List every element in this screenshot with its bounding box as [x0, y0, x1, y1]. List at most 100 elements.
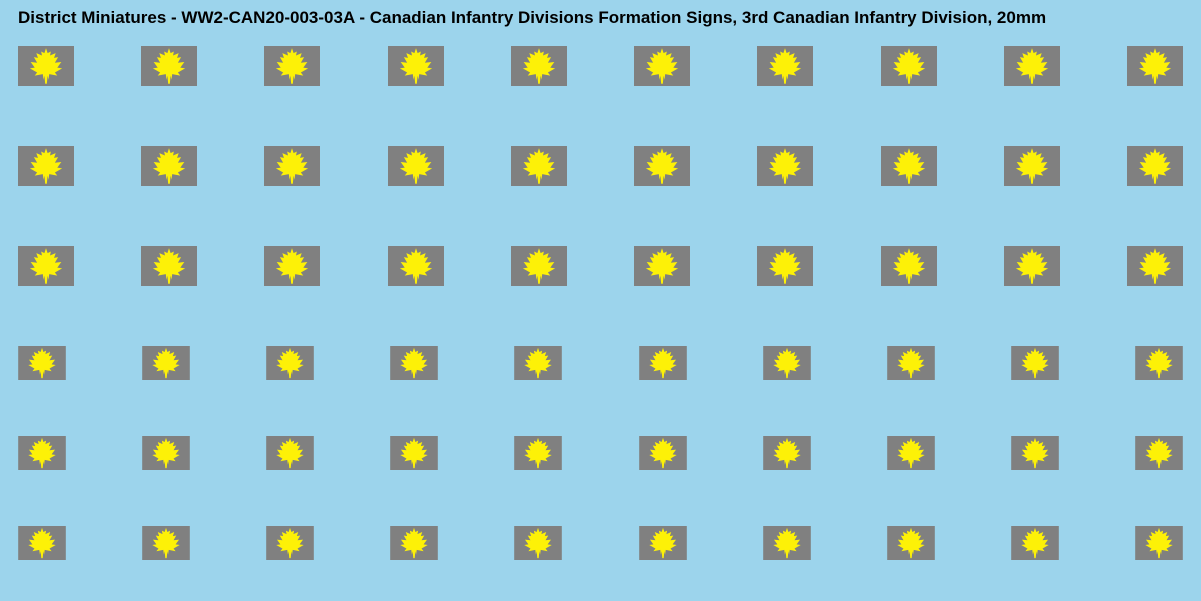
- decal-row: [18, 146, 1183, 186]
- decal-row: [18, 526, 1183, 560]
- formation-sign-patch: [634, 246, 690, 286]
- patch-svg: [264, 246, 320, 286]
- formation-sign-patch: [18, 246, 74, 286]
- patch-svg: [390, 346, 438, 380]
- formation-sign-patch: [757, 146, 813, 186]
- formation-sign-patch: [881, 246, 937, 286]
- patch-svg: [763, 526, 811, 560]
- patch-svg: [388, 246, 444, 286]
- patch-svg: [266, 526, 314, 560]
- patch-svg: [18, 246, 74, 286]
- formation-sign-patch: [1004, 246, 1060, 286]
- patch-svg: [141, 46, 197, 86]
- patch-svg: [1011, 526, 1059, 560]
- formation-sign-patch: [514, 526, 562, 560]
- patch-svg: [634, 146, 690, 186]
- patch-svg: [1135, 526, 1183, 560]
- formation-sign-patch: [1004, 146, 1060, 186]
- formation-sign-patch: [1135, 436, 1183, 470]
- patch-svg: [881, 146, 937, 186]
- patch-svg: [18, 146, 74, 186]
- formation-sign-patch: [390, 526, 438, 560]
- patch-svg: [388, 46, 444, 86]
- formation-sign-patch: [264, 46, 320, 86]
- formation-sign-patch: [514, 436, 562, 470]
- formation-sign-patch: [1127, 46, 1183, 86]
- formation-sign-patch: [514, 346, 562, 380]
- patch-svg: [1135, 436, 1183, 470]
- decal-row: [18, 346, 1183, 380]
- formation-sign-patch: [141, 246, 197, 286]
- patch-svg: [639, 436, 687, 470]
- formation-sign-patch: [1011, 436, 1059, 470]
- patch-svg: [757, 146, 813, 186]
- patch-svg: [514, 436, 562, 470]
- patch-svg: [514, 526, 562, 560]
- patch-svg: [1004, 146, 1060, 186]
- patch-svg: [18, 46, 74, 86]
- patch-svg: [141, 146, 197, 186]
- formation-sign-patch: [763, 436, 811, 470]
- patch-svg: [881, 246, 937, 286]
- patch-svg: [264, 46, 320, 86]
- formation-sign-patch: [881, 46, 937, 86]
- formation-sign-patch: [266, 436, 314, 470]
- formation-sign-patch: [266, 346, 314, 380]
- formation-sign-patch: [639, 436, 687, 470]
- formation-sign-patch: [18, 436, 66, 470]
- patch-svg: [1004, 46, 1060, 86]
- formation-sign-patch: [18, 346, 66, 380]
- patch-svg: [511, 246, 567, 286]
- formation-sign-patch: [639, 346, 687, 380]
- formation-sign-patch: [511, 46, 567, 86]
- formation-sign-patch: [1135, 526, 1183, 560]
- patch-svg: [757, 46, 813, 86]
- formation-sign-patch: [639, 526, 687, 560]
- formation-sign-patch: [634, 146, 690, 186]
- formation-sign-patch: [763, 346, 811, 380]
- patch-svg: [18, 526, 66, 560]
- patch-svg: [1011, 436, 1059, 470]
- formation-sign-patch: [1011, 526, 1059, 560]
- formation-sign-patch: [1127, 146, 1183, 186]
- patch-svg: [887, 526, 935, 560]
- patch-svg: [1127, 246, 1183, 286]
- formation-sign-patch: [757, 46, 813, 86]
- patch-svg: [142, 436, 190, 470]
- patch-svg: [1004, 246, 1060, 286]
- formation-sign-patch: [1011, 346, 1059, 380]
- formation-sign-patch: [757, 246, 813, 286]
- formation-sign-patch: [388, 246, 444, 286]
- patch-svg: [639, 526, 687, 560]
- patch-svg: [634, 246, 690, 286]
- formation-sign-patch: [1127, 246, 1183, 286]
- patch-svg: [142, 526, 190, 560]
- patch-svg: [1011, 346, 1059, 380]
- patch-svg: [887, 436, 935, 470]
- patch-svg: [763, 346, 811, 380]
- formation-sign-patch: [390, 346, 438, 380]
- decal-row: [18, 246, 1183, 286]
- patch-svg: [266, 346, 314, 380]
- formation-sign-patch: [264, 146, 320, 186]
- formation-sign-patch: [18, 146, 74, 186]
- formation-sign-patch: [142, 526, 190, 560]
- patch-svg: [1127, 46, 1183, 86]
- patch-svg: [634, 46, 690, 86]
- formation-sign-patch: [266, 526, 314, 560]
- formation-sign-patch: [388, 146, 444, 186]
- formation-sign-patch: [1004, 46, 1060, 86]
- formation-sign-patch: [264, 246, 320, 286]
- patch-svg: [511, 146, 567, 186]
- formation-sign-patch: [141, 46, 197, 86]
- patch-svg: [511, 46, 567, 86]
- formation-sign-patch: [763, 526, 811, 560]
- formation-sign-patch: [1135, 346, 1183, 380]
- patch-svg: [390, 436, 438, 470]
- patch-svg: [142, 346, 190, 380]
- patch-svg: [266, 436, 314, 470]
- formation-sign-patch: [887, 436, 935, 470]
- patch-svg: [18, 436, 66, 470]
- patch-svg: [1127, 146, 1183, 186]
- patch-svg: [514, 346, 562, 380]
